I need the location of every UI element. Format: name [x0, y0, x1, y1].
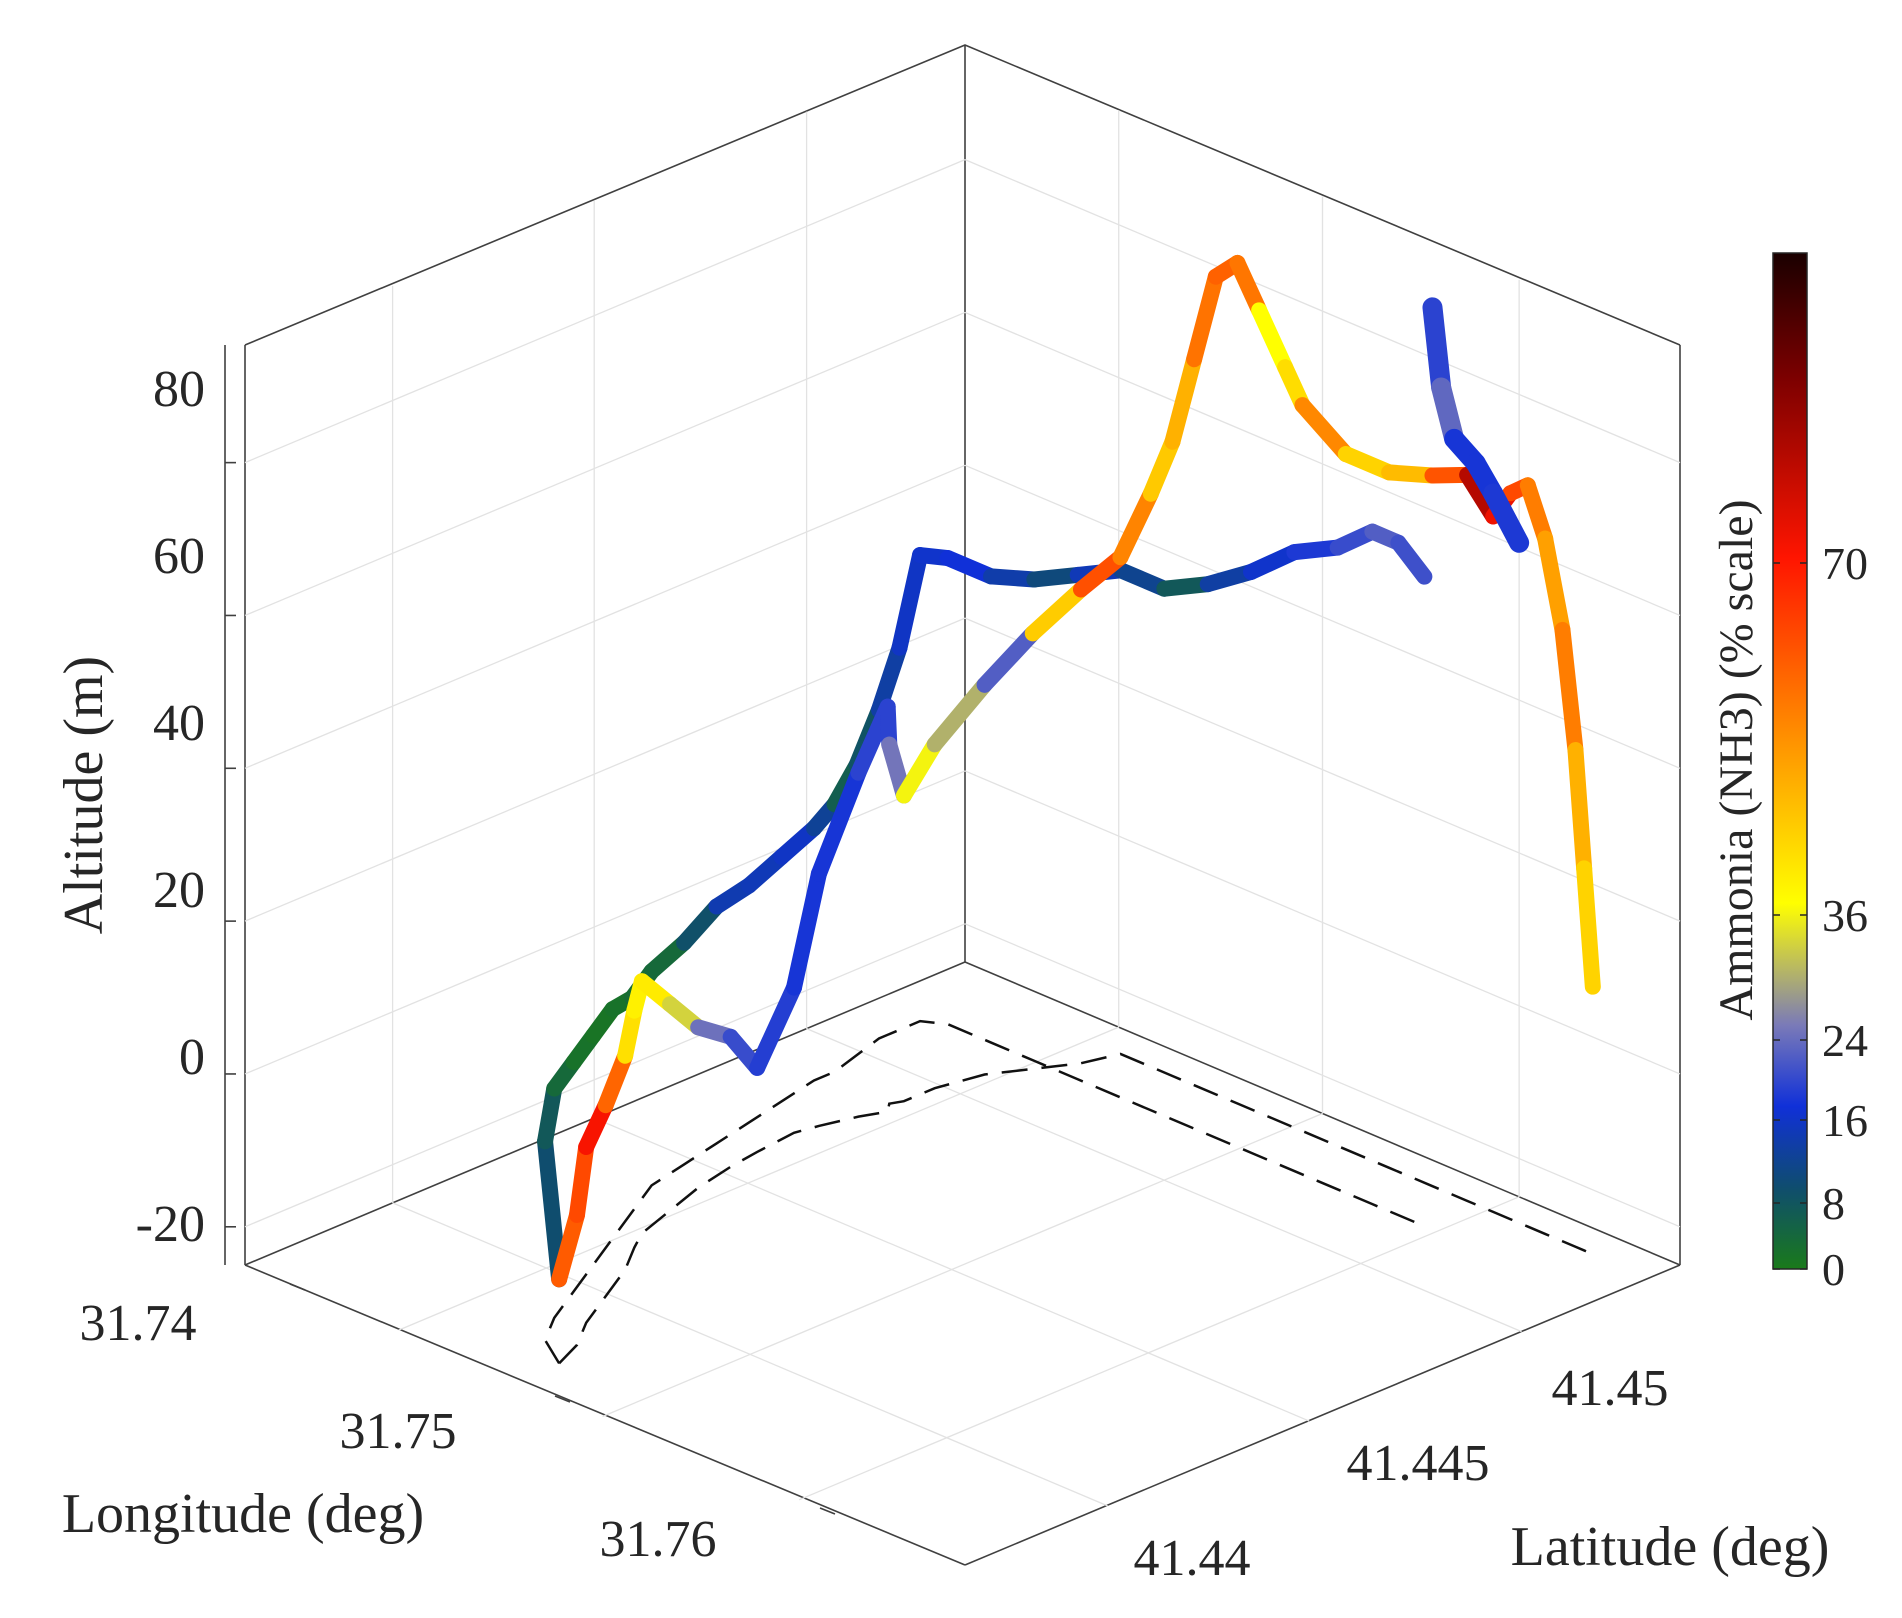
track-segment — [676, 898, 725, 951]
y-grid-line — [602, 1112, 1323, 1418]
track-segment — [1483, 483, 1530, 553]
z-tick-label: 20 — [153, 862, 205, 919]
track-segment — [1112, 485, 1159, 566]
track-segment — [1537, 530, 1571, 638]
track-segment — [1164, 351, 1203, 450]
track-segment — [1554, 621, 1584, 759]
y-tick-label: 41.445 — [1347, 1435, 1490, 1492]
track-segment — [870, 639, 908, 718]
track-segment — [1519, 477, 1554, 547]
grid-lines — [225, 110, 1681, 1515]
axes-box — [224, 44, 1681, 1566]
track-segment — [976, 625, 1041, 693]
x-axis-title: Longitude (deg) — [62, 1483, 424, 1545]
track-segment — [1072, 549, 1129, 598]
x-tick-mark — [289, 1283, 306, 1291]
z-tick-label: 60 — [153, 528, 205, 585]
z-tick-label: 40 — [153, 695, 205, 752]
z-axis-ticks: 80 60 40 20 0 -20 — [136, 361, 205, 1253]
z-axis-title: Altitude (m) — [53, 656, 115, 934]
colorbar-ticks: 0 8 16 24 36 70 — [1773, 538, 1868, 1295]
track-segment — [891, 547, 929, 656]
x-tick-label: 31.74 — [80, 1295, 197, 1352]
track-segment — [1294, 397, 1354, 463]
y-grid-line — [398, 1026, 1119, 1331]
track-segment — [537, 1133, 568, 1288]
x-tick-label: 31.76 — [600, 1511, 717, 1568]
z-tick-label: 0 — [179, 1029, 205, 1086]
ground-track-1 — [558, 1052, 1594, 1365]
track-segment — [1576, 860, 1601, 995]
ground-projection — [543, 1019, 1594, 1365]
x-axis-ticks: 31.74 31.75 31.76 — [80, 1295, 717, 1568]
y-tick-label: 41.44 — [1134, 1530, 1251, 1587]
colorbar-gradient-bar — [1772, 252, 1808, 1270]
track-segment — [1024, 581, 1089, 642]
z-grid-line — [244, 159, 966, 464]
y-tick-label: 41.45 — [1552, 1360, 1669, 1417]
track-segment — [786, 865, 827, 996]
z-grid-line — [244, 617, 966, 922]
colorbar-title: Ammonia (NH3) (% scale) — [1710, 499, 1763, 1020]
y-grid-line — [798, 1196, 1520, 1501]
colorbar-tick-label: 36 — [1822, 890, 1868, 941]
track-segment — [926, 676, 993, 753]
track-segment — [1422, 297, 1452, 398]
ground-track-0 — [543, 1019, 1425, 1365]
flight-tracks — [537, 254, 1601, 1288]
track-segment — [1251, 302, 1294, 376]
box-edge-front-right-floor — [964, 1264, 1681, 1566]
y-axis-ticks: 41.44 41.445 41.45 — [1134, 1360, 1669, 1587]
track-segment — [749, 979, 802, 1076]
z-grid-line — [244, 311, 966, 617]
colorbar-tick-label: 70 — [1822, 538, 1868, 589]
track-segment — [597, 1047, 634, 1114]
track-segment — [1390, 534, 1433, 585]
track-segment — [1186, 268, 1224, 368]
z-tick-label: 80 — [153, 361, 205, 418]
track-segment — [551, 1206, 585, 1288]
track-segment — [1229, 254, 1268, 319]
z-tick-label: -20 — [136, 1196, 205, 1253]
x-tick-mark — [819, 1507, 836, 1515]
colorbar: 0 8 16 24 36 70 Ammonia (NH3) (% scale) — [1710, 252, 1868, 1295]
track-segment — [1567, 742, 1593, 877]
track-segment — [1142, 433, 1181, 502]
x-tick-mark — [554, 1395, 571, 1403]
track-segment — [810, 764, 867, 882]
box-edge-back-top — [244, 44, 1681, 346]
x-tick-label: 31.75 — [340, 1403, 457, 1460]
colorbar-tick-label: 8 — [1822, 1178, 1845, 1229]
track-segment — [895, 736, 943, 804]
colorbar-tick-label: 16 — [1822, 1095, 1868, 1146]
colorbar-tick-label: 24 — [1822, 1015, 1868, 1066]
colorbar-tick-label: 0 — [1822, 1244, 1845, 1295]
z-grid-line — [244, 923, 966, 1228]
track-segment — [569, 1138, 595, 1223]
track-segment — [537, 1080, 563, 1150]
y-axis-title: Latitude (deg) — [1511, 1516, 1830, 1578]
z-grid-line — [244, 464, 966, 769]
